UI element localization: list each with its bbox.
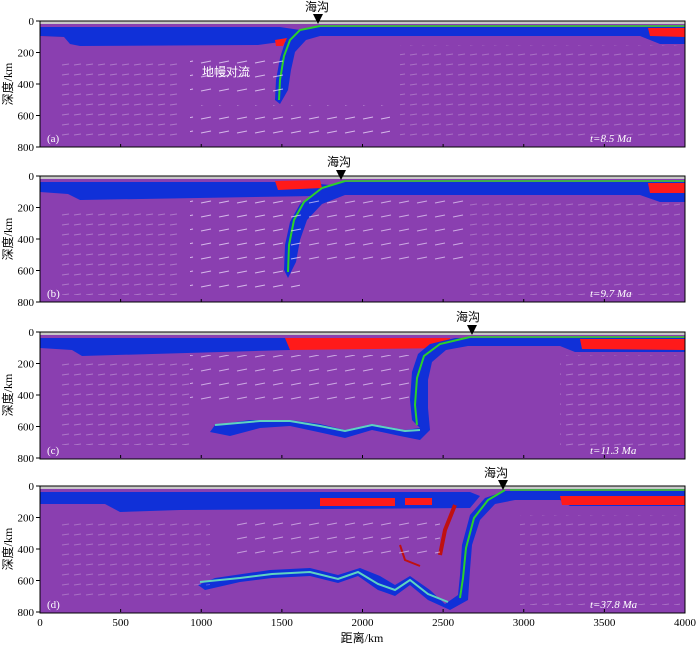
x-tick-label: 3500	[593, 617, 616, 629]
y-tick-label: 800	[18, 453, 35, 465]
y-tick-label: 0	[29, 481, 35, 493]
panel-a-time: t=8.5 Ma	[590, 133, 632, 145]
panel-a-slab	[40, 27, 300, 46]
y-tick-label: 800	[18, 142, 35, 154]
panel-b-slab	[40, 182, 330, 200]
panel-b-trench-marker	[336, 170, 346, 180]
y-tick-label: 400	[18, 79, 35, 91]
x-tick-label: 1000	[190, 617, 213, 629]
panel-b-time: t=9.7 Ma	[590, 288, 632, 300]
x-tick-label: 4000	[674, 617, 697, 629]
panel-c: (c) t=11.3 Ma 海沟	[39, 309, 686, 460]
x-tick-label: 0	[37, 617, 43, 629]
panel-d: (d) t=37.8 Ma 海沟	[39, 465, 686, 614]
x-tick-label: 3000	[513, 617, 536, 629]
panel-b: (b) t=9.7 Ma 海沟	[39, 154, 686, 303]
y-tick-label: 400	[18, 390, 35, 402]
panel-c-letter: (c)	[47, 445, 60, 457]
x-tick-label: 2500	[432, 617, 455, 629]
panel-d-letter: (d)	[47, 599, 60, 611]
y-tick-label: 0	[29, 327, 35, 339]
y-tick-label: 200	[18, 513, 35, 525]
panel-d-time: t=37.8 Ma	[590, 599, 638, 611]
y-axis-label: 深度/km	[0, 373, 15, 416]
x-tick-label: 1500	[271, 617, 294, 629]
panel-c-time: t=11.3 Ma	[590, 445, 637, 457]
y-tick-label: 200	[18, 203, 35, 215]
panel-d-trench-marker	[498, 480, 508, 490]
panel-a-subducting-plate	[275, 27, 685, 104]
panel-c-trench-label: 海沟	[456, 309, 480, 324]
y-tick-label: 200	[18, 359, 35, 371]
x-tick-label: 2000	[352, 617, 375, 629]
panel-a: 地幔对流 (a) t=8.5 Ma 海沟	[39, 0, 686, 148]
panel-c-slab	[40, 338, 300, 356]
y-tick-label: 0	[29, 171, 35, 183]
y-tick-label: 600	[18, 111, 35, 123]
panel-a-trench-label: 海沟	[305, 0, 329, 14]
panel-d-slab	[40, 492, 480, 512]
panel-a-trench-marker	[313, 14, 323, 24]
y-tick-label: 200	[18, 48, 35, 60]
y-tick-label: 800	[18, 607, 35, 619]
panel-d-trench-label: 海沟	[484, 465, 508, 480]
panel-c-trench-marker	[467, 325, 477, 335]
panel-d-sediment	[459, 489, 506, 599]
panel-a-letter: (a)	[47, 133, 60, 145]
y-tick-label: 400	[18, 234, 35, 246]
axes: 0 200 400 600 800 深度/km 0 200 400 600 800 深度/km 0 200…	[0, 16, 697, 629]
y-tick-label: 0	[29, 16, 35, 28]
y-tick-label: 600	[18, 266, 35, 278]
y-axis-label: 深度/km	[0, 527, 15, 570]
convection-label: 地幔对流	[202, 64, 250, 79]
panel-b-subducting-plate	[284, 182, 685, 278]
panel-c-sediment	[413, 336, 471, 426]
panel-b-letter: (b)	[47, 288, 60, 300]
x-axis-label: 距离/km	[341, 630, 384, 645]
y-tick-label: 400	[18, 544, 35, 556]
y-tick-label: 600	[18, 576, 35, 588]
y-axis-label: 深度/km	[0, 62, 15, 105]
y-tick-label: 800	[18, 297, 35, 309]
y-tick-label: 600	[18, 422, 35, 434]
panel-b-trench-label: 海沟	[327, 154, 351, 169]
x-tick-label: 500	[112, 617, 129, 629]
y-axis-label: 深度/km	[0, 217, 15, 260]
